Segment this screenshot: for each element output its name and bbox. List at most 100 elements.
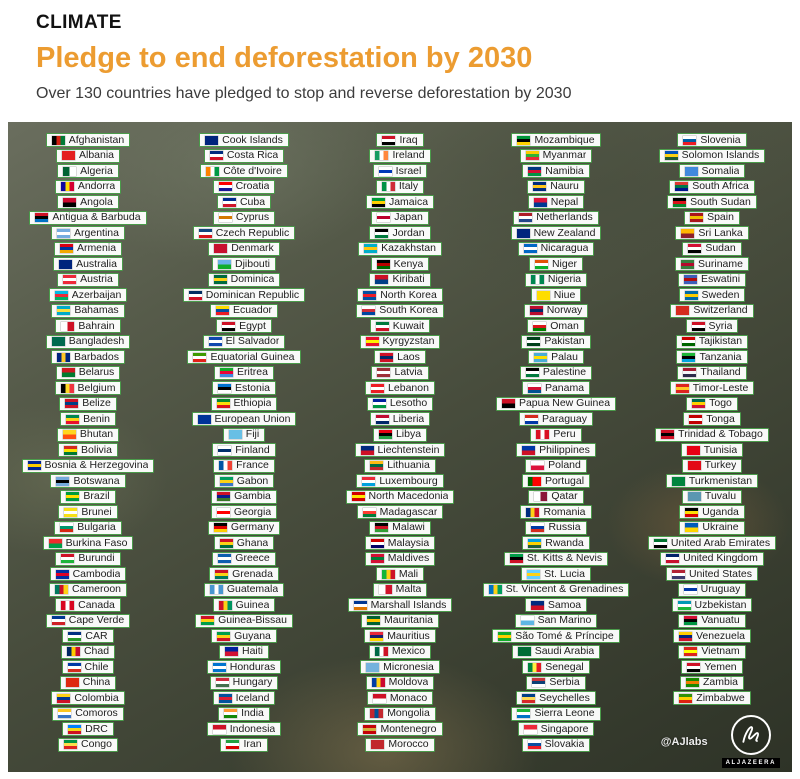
flag-icon [212,662,226,672]
country-item: Norway [523,303,589,318]
header: CLIMATE Pledge to end deforestation by 2… [0,0,800,103]
country-item: Greece [212,551,276,566]
country-item: Cook Islands [199,133,289,147]
country-item: Kenya [370,257,430,271]
country-item: Czech Republic [192,226,296,240]
country-name: Zambia [702,677,738,688]
country-name: Romania [543,506,586,518]
country-item: China [59,675,117,690]
country-item: Micronesia [360,660,440,674]
country-name: Congo [81,739,112,750]
country-item: St. Kitts & Nevis [503,551,609,566]
flag-icon [531,523,545,532]
country-item: Congo [58,737,118,752]
flag-icon [677,600,691,610]
country-item: Costa Rica [203,148,285,163]
country-name: Eswatini [700,274,741,285]
country-item: Morocco [365,737,435,752]
flag-icon [66,414,80,424]
flag-icon [216,399,230,408]
country-name: Japan [394,212,423,223]
country-item: Denmark [208,241,280,256]
flag-icon [532,678,546,687]
flag-icon [673,197,687,207]
country-item: North Macedonia [345,489,455,504]
flag-icon [57,306,71,315]
country-item: Tuvalu [681,489,743,504]
flag-icon [377,213,391,222]
country-item: Malta [372,582,428,597]
flag-icon [683,585,697,594]
country-name: Guatemala [226,584,279,595]
country-item: Albania [55,148,121,163]
country-name: Tonga [706,413,735,425]
flag-icon [520,616,534,625]
country-name: Nauru [550,181,579,192]
country-column: Cook Islands Costa Rica Côte d'Ivoire Croat… [166,133,322,772]
flag-icon [219,461,233,470]
country-item: Vietnam [678,644,746,659]
country-item: Argentina [51,226,125,240]
country-name: Namibia [545,165,584,177]
country-name: Sierra Leone [534,708,595,719]
country-item: India [218,706,270,721]
country-name: Portugal [544,475,585,487]
country-item: Ecuador [209,303,279,318]
country-item: Peru [530,427,582,442]
country-name: Malawi [392,522,425,533]
country-name: Morocco [388,739,429,750]
country-name: Jordan [392,227,425,239]
flag-icon [57,693,71,703]
country-name: Niue [553,289,576,301]
country-name: Lebanon [388,382,429,394]
country-item: Chad [60,644,116,659]
country-name: Slovenia [700,134,741,146]
country-name: CAR [85,630,108,642]
country-name: Greece [235,553,270,564]
country-name: Finland [235,444,270,456]
country-item: United States [665,567,759,581]
flag-icon [370,461,384,470]
country-name: Liberia [392,413,425,425]
country-name: Iraq [399,134,418,146]
country-item: Azerbaijan [48,288,128,302]
country-item: St. Vincent & Grenadines [482,582,630,597]
country-item: Mongolia [364,706,436,721]
country-item: DRC [62,722,114,736]
flag-icon [60,383,74,393]
country-item: Jordan [369,226,431,240]
flag-icon [687,662,701,672]
aljazeera-logo-icon [730,715,771,755]
aljazeera-wordmark: ALJAZEERA [721,758,780,768]
aljazeera-logo: ALJAZEERA [721,715,780,768]
country-item: Moldova [365,675,435,690]
country-name: Pakistan [544,336,585,347]
country-name: Kenya [393,258,424,270]
ajlabs-credit: @AJlabs [660,735,708,748]
flag-icon [208,337,222,346]
country-item: Germany [207,520,281,535]
country-name: Hungary [232,677,273,688]
country-name: San Marino [537,615,592,626]
flag-icon [62,430,76,439]
flag-icon [528,538,542,548]
flag-icon [218,182,232,191]
country-name: Honduras [229,661,276,673]
flag-icon [378,585,392,594]
country-item: Suriname [675,257,749,271]
country-name: Burundi [78,553,115,564]
flag-icon [198,228,212,238]
country-name: Indonesia [229,723,276,735]
flag-icon [653,538,667,548]
flag-icon [501,399,515,408]
country-name: Vanuatu [701,615,740,626]
flag-icon [509,554,523,563]
flag-icon [224,647,238,656]
flag-icon [534,492,548,501]
country-item: Burundi [55,551,121,566]
flag-icon [530,600,544,610]
flag-icon [681,228,695,238]
country-item: Mali [375,567,425,581]
flag-icon [681,337,695,346]
flag-icon [671,569,685,579]
